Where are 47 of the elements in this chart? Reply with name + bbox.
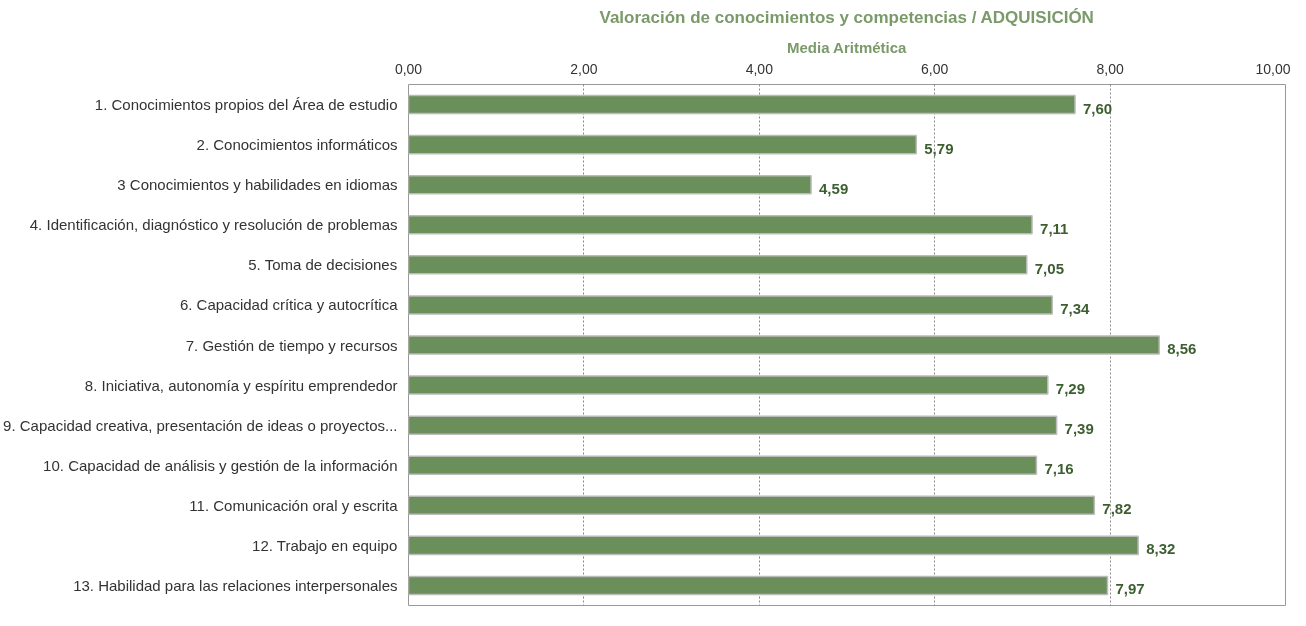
y-tick-label: 13. Habilidad para las relaciones interpersonales <box>73 576 398 594</box>
y-tick-label: 11. Comunicación oral y escrita <box>189 496 399 514</box>
data-label: 7,29 <box>1055 380 1086 398</box>
chart-subtitle: Media Aritmética <box>786 38 908 56</box>
chart-title: Valoración de conocimientos y competencias / ADQUISICIÓN <box>599 7 1094 27</box>
bar <box>408 375 1049 395</box>
data-label: 8,32 <box>1146 540 1176 558</box>
y-tick-label: 12. Trabajo en equipo <box>252 536 398 554</box>
data-label: 7,16 <box>1044 460 1074 478</box>
y-tick-label: 4. Identificación, diagnóstico y resolución de problemas <box>29 216 398 234</box>
data-label: 7,82 <box>1102 500 1132 518</box>
x-tick-label: 8,00 <box>1096 60 1124 77</box>
data-label: 7,34 <box>1060 299 1091 317</box>
bar <box>408 295 1053 315</box>
y-tick-label: 10. Capacidad de análisis y gestión de la información <box>43 456 398 474</box>
y-tick-label: 8. Iniciativa, autonomía y espíritu emprendedor <box>84 376 398 394</box>
x-tick-label: 0,00 <box>394 60 423 77</box>
data-label: 5,79 <box>924 139 954 157</box>
data-label: 7,11 <box>1040 219 1069 237</box>
x-tick-label: 2,00 <box>570 60 598 77</box>
bar <box>408 495 1096 516</box>
bar <box>408 575 1109 596</box>
bar <box>408 215 1033 235</box>
y-tick-label: 3 Conocimientos y habilidades en idiomas <box>117 176 398 194</box>
y-tick-label: 7. Gestión de tiempo y recursos <box>185 336 398 354</box>
bar <box>408 255 1028 275</box>
bar <box>408 415 1058 435</box>
data-label: 7,39 <box>1064 420 1094 438</box>
data-label: 4,59 <box>819 179 849 197</box>
y-tick-label: 6. Capacidad crítica y autocrítica <box>179 296 399 314</box>
x-tick-label: 6,00 <box>921 60 949 77</box>
x-tick-label: 10,00 <box>1255 60 1291 77</box>
data-label: 7,05 <box>1034 259 1064 277</box>
data-label: 8,56 <box>1167 340 1197 357</box>
y-tick-label: 5. Toma de decisiones <box>248 256 398 274</box>
bar <box>408 174 812 195</box>
data-label: 7,60 <box>1083 99 1113 117</box>
bar <box>408 455 1038 475</box>
y-tick-label: 2. Conocimientos informáticos <box>196 136 398 154</box>
data-label: 7,97 <box>1115 580 1145 598</box>
bar <box>408 535 1139 556</box>
bar <box>408 94 1076 115</box>
bar <box>408 335 1160 355</box>
y-tick-label: 9. Capacidad creativa, presentación de ideas o proyectos... <box>3 416 398 434</box>
y-tick-label: 1. Conocimientos propios del Área de estudio <box>94 96 398 114</box>
x-tick-label: 4,00 <box>745 60 774 77</box>
bar <box>408 134 918 155</box>
